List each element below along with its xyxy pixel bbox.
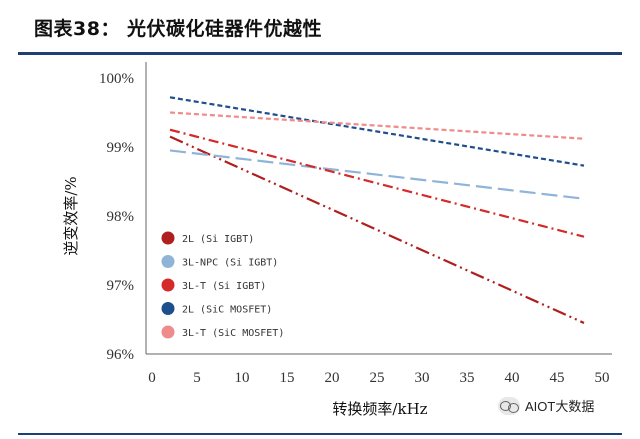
x-tick-label: 50	[595, 370, 610, 386]
legend-label: 3L-NPC (Si IGBT)	[182, 258, 278, 269]
series-line-2	[169, 149, 585, 200]
legend-marker	[161, 255, 175, 268]
figure-header: 图表38： 光伏碳化硅器件优越性	[0, 0, 640, 56]
watermark-text: AIOT大数据	[525, 399, 595, 414]
chart-series	[169, 96, 585, 324]
legend-label: 2L (Si IGBT)	[182, 234, 254, 245]
x-tick-label: 5	[193, 370, 201, 386]
y-axis-title: 逆变效率/%	[62, 176, 80, 255]
x-tick-label: 45	[550, 370, 565, 386]
legend-marker	[161, 325, 175, 339]
legend-marker	[161, 231, 175, 245]
series-line-3	[169, 128, 585, 238]
watermark: AIOT大数据	[498, 396, 594, 415]
x-tick-label: 0	[148, 370, 156, 386]
footer-divider	[18, 433, 622, 435]
y-tick-label: 96%	[107, 347, 135, 363]
x-axis-title: 转换频率/kHz	[332, 400, 427, 418]
legend-label: 3L-T (Si IGBT)	[182, 281, 266, 292]
header-divider	[18, 52, 622, 55]
y-tick-label: 100%	[99, 71, 134, 87]
y-tick-label: 97%	[107, 278, 135, 294]
y-tick-label: 98%	[107, 209, 135, 225]
wechat-icon	[498, 396, 520, 415]
x-tick-label: 35	[460, 370, 475, 386]
series-line-5	[169, 111, 585, 140]
legend-marker	[161, 302, 175, 315]
legend-label: 2L (SiC MOSFET)	[182, 305, 272, 316]
x-tick-label: 30	[415, 370, 430, 386]
legend-label: 3L-T (SiC MOSFET)	[182, 328, 284, 339]
x-tick-label: 10	[235, 370, 250, 386]
figure-title: 图表38： 光伏碳化硅器件优越性	[34, 18, 323, 40]
series-line-1	[169, 135, 585, 324]
y-tick-label: 99%	[107, 140, 135, 156]
x-tick-label: 15	[280, 370, 295, 386]
legend-marker	[161, 278, 175, 292]
chart-legend: 2L (Si IGBT) 3L-NPC (Si IGBT) 3L-T (Si IGB…	[161, 231, 284, 339]
x-tick-label: 40	[505, 370, 520, 386]
x-tick-label: 25	[370, 370, 385, 386]
chart-axes: 96% 97% 98% 99% 100% 0 5 10 15 20 25 30 35 40 45 50	[99, 62, 612, 386]
x-tick-label: 20	[325, 370, 340, 386]
chart-axis-labels: 转换频率/kHz 逆变效率/%	[62, 176, 428, 418]
series-line-4	[169, 96, 585, 167]
